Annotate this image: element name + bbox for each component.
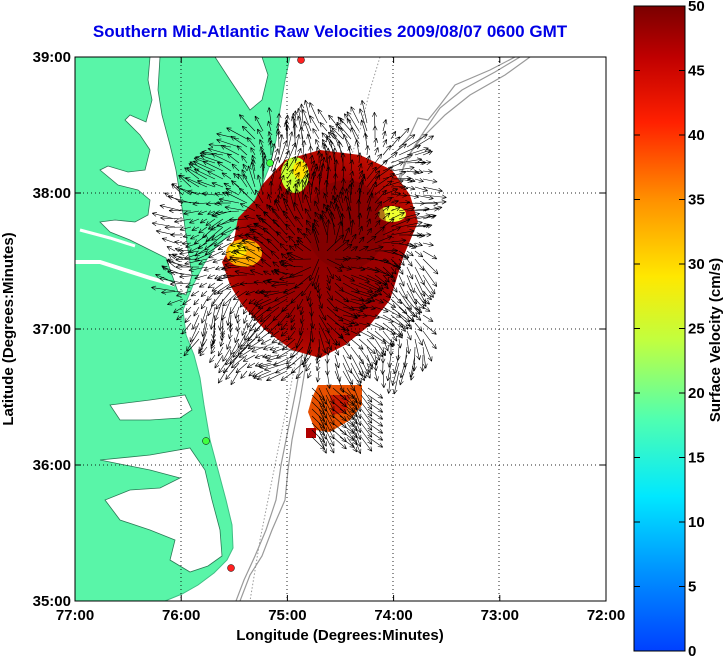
x-tick-label: 75:00 [268, 607, 306, 624]
albemarle-sound [109, 394, 193, 421]
x-tick-label: 73:00 [481, 607, 519, 624]
colorbar-tick-label: 45 [688, 63, 705, 80]
x-axis-label: Longitude (Degrees:Minutes) [236, 627, 444, 644]
y-axis-ticks: 39:00 38:00 37:00 36:00 35:00 [33, 49, 606, 610]
map-title: Southern Mid-Atlantic Raw Velocities 200… [92, 22, 568, 41]
colorbar-tick-label: 25 [688, 321, 705, 338]
x-tick-label: 76:00 [162, 607, 200, 624]
station-marker [297, 57, 305, 64]
colorbar-tick-label: 40 [688, 127, 705, 144]
delaware-bay [214, 57, 269, 111]
y-tick-label: 35:00 [33, 593, 71, 610]
station-marker [266, 159, 274, 167]
colorbar-tick-label: 30 [688, 256, 705, 273]
colorbar-tick-label: 0 [688, 643, 696, 659]
colorbar-tick-label: 50 [688, 0, 705, 15]
colorbar-tick-label: 35 [688, 192, 705, 209]
station-markers [202, 57, 305, 572]
chesapeake-bay [99, 57, 193, 296]
y-axis-label: Latitude (Degrees:Minutes) [0, 232, 17, 425]
y-tick-label: 39:00 [33, 49, 71, 66]
y-tick-label: 38:00 [33, 185, 71, 202]
river-james [75, 260, 176, 287]
station-marker [202, 437, 210, 445]
y-tick-label: 36:00 [33, 457, 71, 474]
station-marker [227, 564, 235, 572]
colorbar [633, 5, 686, 652]
map-grid [75, 57, 606, 601]
colorbar-ticks: 0 5 10 15 20 25 30 35 40 45 50 [634, 0, 705, 659]
velocity-arrows [151, 99, 447, 455]
x-tick-label: 74:00 [374, 607, 412, 624]
colorbar-label: Surface Velocity (cm/s) [707, 258, 724, 422]
pamlico-sound [99, 447, 223, 573]
colorbar-tick-label: 10 [688, 514, 705, 531]
x-axis-ticks: 77:00 76:00 75:00 74:00 73:00 72:00 [56, 57, 625, 624]
colorbar-tick-label: 20 [688, 385, 705, 402]
x-tick-label: 72:00 [587, 607, 625, 624]
river-york [79, 228, 136, 248]
y-tick-label: 37:00 [33, 321, 71, 338]
x-tick-label: 77:00 [56, 607, 94, 624]
arrow-glyphs [151, 99, 447, 455]
colorbar-tick-label: 5 [688, 579, 696, 596]
colorbar-tick-label: 15 [688, 450, 705, 467]
